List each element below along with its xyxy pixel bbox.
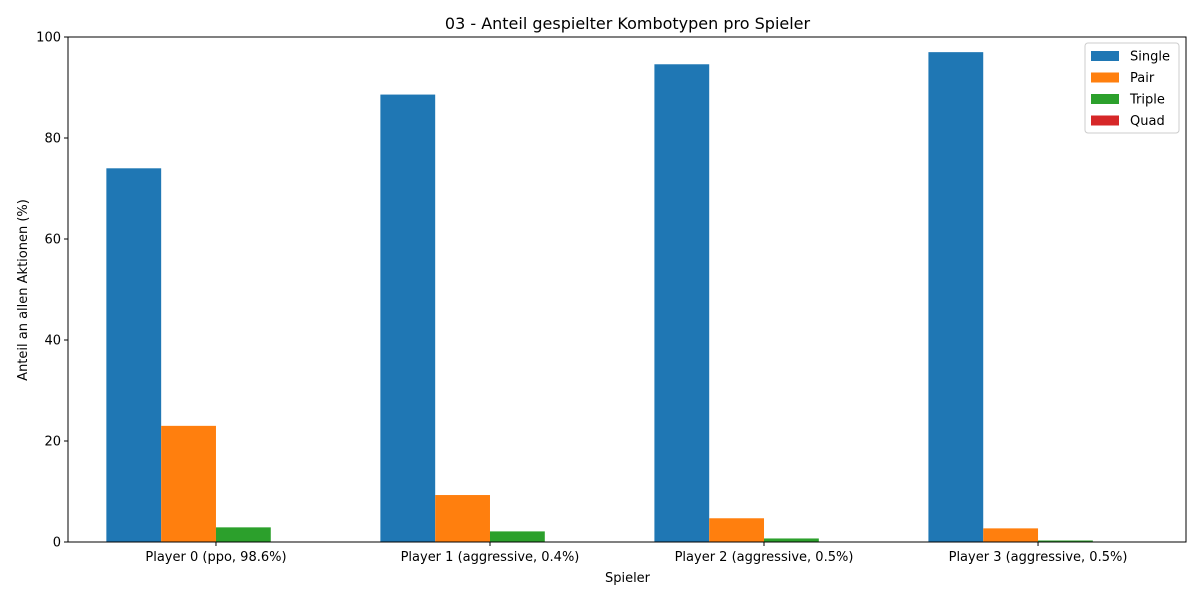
y-axis-label: Anteil an allen Aktionen (%)	[16, 199, 31, 381]
legend-swatch-pair	[1091, 72, 1119, 83]
bar-triple-0	[215, 527, 271, 542]
plot-frame	[67, 36, 1187, 543]
chart-title: 03 - Anteil gespielter Kombotypen pro Sp…	[445, 14, 811, 33]
y-tick-label: 20	[44, 435, 61, 450]
legend-swatch-single	[1091, 51, 1119, 61]
y-axis-ticks: 0 20 40 60 80 100	[36, 31, 68, 551]
legend-frame	[1084, 42, 1180, 134]
x-axis-ticks: Player 0 (ppo, 98.6%) Player 1 (aggressiv…	[145, 542, 1127, 565]
bar-single-1	[380, 94, 436, 542]
legend: Single Pair Triple Quad	[1084, 42, 1180, 134]
y-tick-label: 100	[36, 31, 61, 46]
bar-pair-2	[709, 518, 765, 542]
legend-label-pair: Pair	[1130, 71, 1155, 86]
bar-triple-3	[1038, 540, 1093, 542]
bar-single-3	[928, 52, 984, 543]
y-tick-label: 80	[44, 132, 61, 147]
y-tick-label: 0	[53, 536, 61, 551]
y-tick-label: 40	[44, 334, 61, 349]
legend-label-single: Single	[1130, 50, 1170, 65]
bar-triple-1	[489, 531, 545, 542]
bar-pair-3	[983, 528, 1039, 542]
legend-label-triple: Triple	[1129, 93, 1165, 108]
bar-pair-0	[161, 425, 216, 542]
x-axis-label: Spieler	[605, 571, 651, 586]
bar-triple-2	[764, 538, 819, 542]
legend-swatch-triple	[1091, 94, 1119, 104]
bars-group	[106, 52, 1093, 543]
bar-single-0	[106, 168, 162, 543]
legend-swatch-quad	[1091, 115, 1119, 126]
y-tick-label: 60	[44, 233, 61, 248]
legend-label-quad: Quad	[1130, 114, 1165, 129]
bar-single-2	[654, 64, 710, 543]
x-tick-label: Player 1 (aggressive, 0.4%)	[401, 550, 580, 565]
bar-pair-1	[435, 495, 490, 542]
x-tick-label: Player 0 (ppo, 98.6%)	[145, 550, 286, 565]
x-tick-label: Player 2 (aggressive, 0.5%)	[675, 550, 854, 565]
x-tick-label: Player 3 (aggressive, 0.5%)	[949, 550, 1128, 565]
